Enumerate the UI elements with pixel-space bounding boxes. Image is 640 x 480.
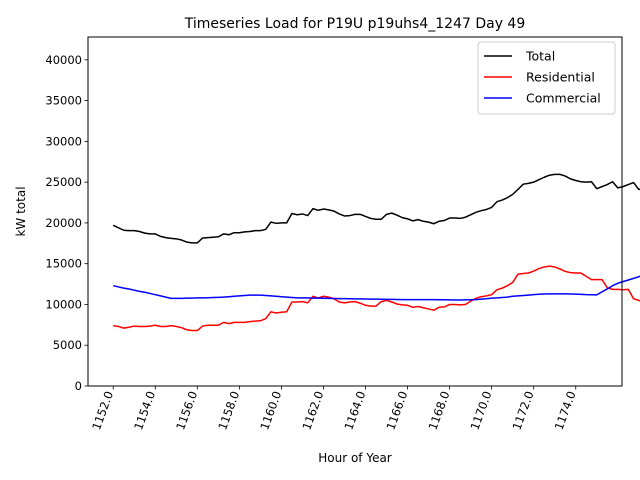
- x-tick-label: 1156.0: [173, 389, 200, 432]
- x-tick-label: 1166.0: [383, 389, 410, 432]
- y-tick-label: 5000: [53, 338, 82, 352]
- x-tick-label: 1170.0: [468, 389, 495, 432]
- x-tick-label: 1174.0: [552, 389, 579, 432]
- series-line-total: [112, 173, 640, 244]
- y-tick-label: 10000: [45, 297, 82, 311]
- legend-label-total: Total: [525, 49, 555, 64]
- series-lines: [112, 173, 640, 332]
- series-line-residential: [113, 265, 640, 332]
- chart-title: Timeseries Load for P19U p19uhs4_1247 Da…: [184, 16, 526, 32]
- x-tick-label: 1172.0: [510, 389, 537, 432]
- legend-label-residential: Residential: [526, 70, 595, 85]
- y-axis-ticks: 0 5000 10000 15000 20000 25000 30000 35000 40000: [45, 53, 88, 393]
- legend: Total Residential Commercial: [477, 41, 616, 115]
- legend-label-commercial: Commercial: [526, 91, 601, 106]
- x-axis-ticks: 1152.0 1154.0 1156.0 1158.0 1160.0 1162.0 1164…: [89, 386, 579, 432]
- x-axis-label: Hour of Year: [318, 451, 392, 465]
- y-axis-label: kW total: [14, 186, 28, 236]
- x-tick-label: 1164.0: [341, 389, 368, 432]
- series-line-commercial: [113, 275, 640, 301]
- x-tick-label: 1162.0: [299, 389, 326, 432]
- y-tick-label: 25000: [45, 175, 82, 189]
- y-tick-label: 15000: [45, 257, 82, 271]
- x-tick-label: 1160.0: [257, 389, 284, 432]
- y-tick-label: 20000: [45, 216, 82, 230]
- y-tick-label: 0: [75, 379, 82, 393]
- x-tick-label: 1168.0: [426, 389, 453, 432]
- y-tick-label: 35000: [45, 94, 82, 108]
- x-tick-label: 1158.0: [215, 389, 242, 432]
- x-tick-label: 1152.0: [89, 389, 116, 432]
- legend-box: [477, 41, 616, 115]
- x-tick-label: 1154.0: [131, 389, 158, 432]
- plot-frame: [87, 36, 623, 387]
- y-tick-label: 40000: [45, 53, 82, 67]
- y-tick-label: 30000: [45, 134, 82, 148]
